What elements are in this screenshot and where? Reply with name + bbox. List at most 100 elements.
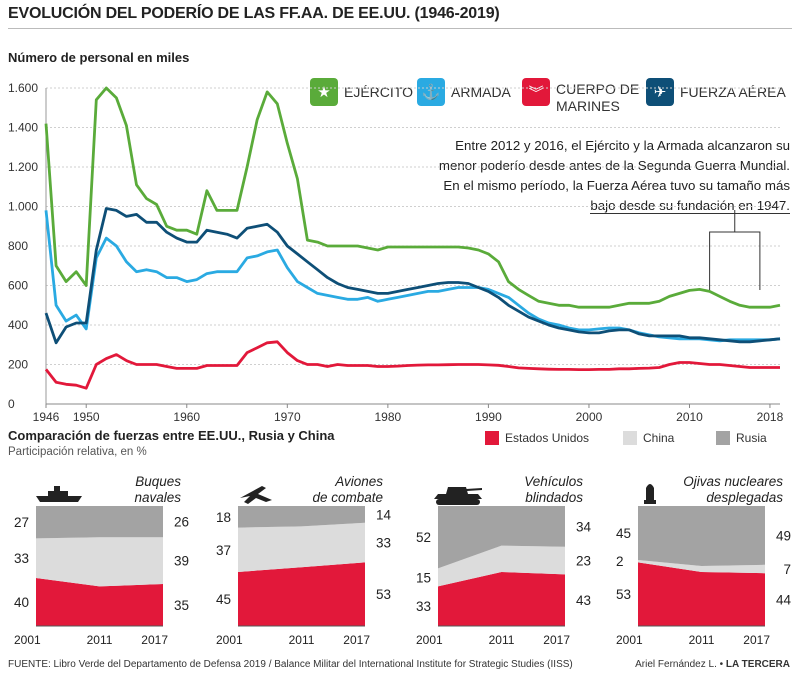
- x-tick-label: 1950: [73, 410, 100, 424]
- main-line-chart: 0 200 400 600 800 1.000 1.200 1.400 1.600 1946 195…: [8, 81, 784, 424]
- panel-chart: 18 37 45 14 33 53 2001 2011 2017: [216, 486, 391, 647]
- panel-title: Aviones de combate: [312, 474, 383, 506]
- panel-title-line2: blindados: [525, 490, 583, 505]
- comparison-title: Comparación de fuerzas entre EE.UU., Rus…: [8, 428, 335, 443]
- panel-value-right: 53: [376, 587, 391, 602]
- area-russia: [36, 506, 163, 539]
- y-tick-label: 1.000: [8, 200, 38, 214]
- panel-naval-ships: 27 33 40 26 39 35 2001 2011 2017 Buques navales: [8, 474, 193, 649]
- panel-year-label: 2001: [616, 633, 643, 647]
- panel-value-right: 43: [576, 593, 591, 608]
- panel-title: Buques navales: [134, 474, 181, 506]
- panel-value-left: 27: [14, 515, 29, 530]
- x-tick-label: 2018: [757, 410, 784, 424]
- area-china: [638, 560, 765, 574]
- title-divider: [8, 28, 792, 29]
- panel-year-label: 2001: [216, 633, 243, 647]
- star-icon: ★: [310, 78, 338, 106]
- credit: Ariel Fernández L. • LA TERCERA: [635, 659, 790, 670]
- panel-chart: 52 15 33 34 23 43 2001 2011 2017: [416, 487, 592, 647]
- panel-value-left: 45: [616, 526, 631, 541]
- annotation-line: menor poderío desde antes de la Segunda …: [438, 158, 790, 173]
- panel-nuclear-warheads: 45 2 53 49 7 44 2001 2011 2017 Ojivas nucleares …: [610, 474, 795, 649]
- panel-value-left: 45: [216, 592, 231, 607]
- panel-title-line1: Vehículos: [524, 474, 583, 489]
- panel-title-line1: Ojivas nucleares: [683, 474, 783, 489]
- legend-item-marines: ︾ CUERPO DE MARINES: [522, 78, 639, 115]
- fighter-jet-icon: [240, 486, 272, 504]
- panel-value-right: 7: [783, 562, 791, 577]
- y-axis-title: Número de personal en miles: [8, 50, 190, 65]
- area-us: [638, 562, 765, 626]
- area-russia: [638, 506, 765, 566]
- chart-title: EVOLUCIÓN DEL PODERÍO DE LAS FF.AA. DE E…: [8, 5, 500, 22]
- x-tick-label: 2000: [576, 410, 603, 424]
- annotation-line: Entre 2012 y 2016, el Ejército y la Arma…: [455, 138, 790, 153]
- legend2-item-china: China: [623, 431, 674, 445]
- area-us: [36, 578, 163, 626]
- legend2-label: Estados Unidos: [505, 431, 590, 445]
- panel-value-left: 18: [216, 510, 231, 525]
- annotation-line: bajo desde su fundación en 1947.: [590, 198, 790, 214]
- area-us: [438, 572, 565, 626]
- panel-year-label: 2011: [289, 633, 315, 647]
- panel-value-left: 33: [14, 551, 29, 566]
- jet-icon: ✈: [646, 78, 674, 106]
- panel-year-label: 2011: [489, 633, 515, 647]
- legend2-label: Rusia: [736, 431, 767, 445]
- x-tick-label: 1990: [475, 410, 502, 424]
- panel-title-line2: desplegadas: [706, 490, 783, 505]
- chevron-icon: ︾: [522, 78, 550, 106]
- panel-year-label: 2001: [416, 633, 443, 647]
- annotation-text: Entre 2012 y 2016, el Ejército y la Arma…: [430, 136, 790, 216]
- y-tick-label: 0: [8, 397, 15, 411]
- panel-title: Vehículos blindados: [524, 474, 583, 506]
- warhead-icon: [644, 484, 656, 504]
- x-tick-label: 1980: [375, 410, 402, 424]
- panel-value-left: 33: [416, 599, 431, 614]
- x-tick-label: 1946: [33, 410, 60, 424]
- y-tick-label: 800: [8, 239, 28, 253]
- x-tick-label: 2010: [676, 410, 703, 424]
- panel-year-label: 2017: [543, 633, 570, 647]
- legend-label-line1: CUERPO DE: [556, 81, 640, 97]
- panel-value-right: 23: [576, 554, 591, 569]
- panel-title-line1: Aviones: [335, 474, 383, 489]
- y-tick-label: 200: [8, 358, 28, 372]
- legend2-item-us: Estados Unidos: [485, 431, 589, 445]
- x-tick-label: 1970: [274, 410, 301, 424]
- y-tick-label: 600: [8, 279, 28, 293]
- panel-value-left: 37: [216, 543, 231, 558]
- panel-title: Ojivas nucleares desplegadas: [683, 474, 783, 506]
- series-line-fuerza-aérea: [44, 207, 781, 345]
- y-tick-label: 400: [8, 318, 28, 332]
- credit-author: Ariel Fernández L.: [635, 659, 717, 670]
- comparison-subtitle: Participación relativa, en %: [8, 446, 147, 458]
- legend-label-line2: MARINES: [556, 98, 620, 114]
- panel-chart: 27 33 40 26 39 35 2001 2011 2017: [14, 486, 189, 647]
- panel-title-line2: de combate: [312, 490, 383, 505]
- panel-value-right: 34: [576, 519, 592, 534]
- x-tick-label: 1960: [173, 410, 200, 424]
- panel-value-right: 26: [174, 515, 189, 530]
- panel-armored-vehicles: 52 15 33 34 23 43 2001 2011 2017 Vehículos blind…: [410, 474, 595, 649]
- annotation-bracket: [709, 231, 761, 290]
- area-us: [238, 562, 365, 626]
- panel-year-label: 2011: [689, 633, 715, 647]
- annotation-line: En el mismo período, la Fuerza Aérea tuv…: [443, 178, 790, 193]
- panel-value-left: 15: [416, 570, 431, 585]
- source-note: FUENTE: Libro Verde del Departamento de …: [8, 659, 573, 670]
- panel-year-label: 2011: [87, 633, 113, 647]
- area-russia: [438, 506, 565, 569]
- panel-year-label: 2017: [743, 633, 770, 647]
- panel-value-left: 52: [416, 530, 431, 545]
- legend2-label: China: [643, 431, 675, 445]
- y-tick-label: 1.200: [8, 160, 38, 174]
- panel-year-label: 2017: [141, 633, 168, 647]
- series-line-armada: [44, 210, 781, 343]
- panel-value-right: 35: [174, 598, 189, 613]
- panel-title-line2: navales: [134, 490, 181, 505]
- series-line-ejército: [44, 86, 781, 309]
- panel-value-right: 39: [174, 554, 189, 569]
- panel-value-left: 2: [616, 554, 624, 569]
